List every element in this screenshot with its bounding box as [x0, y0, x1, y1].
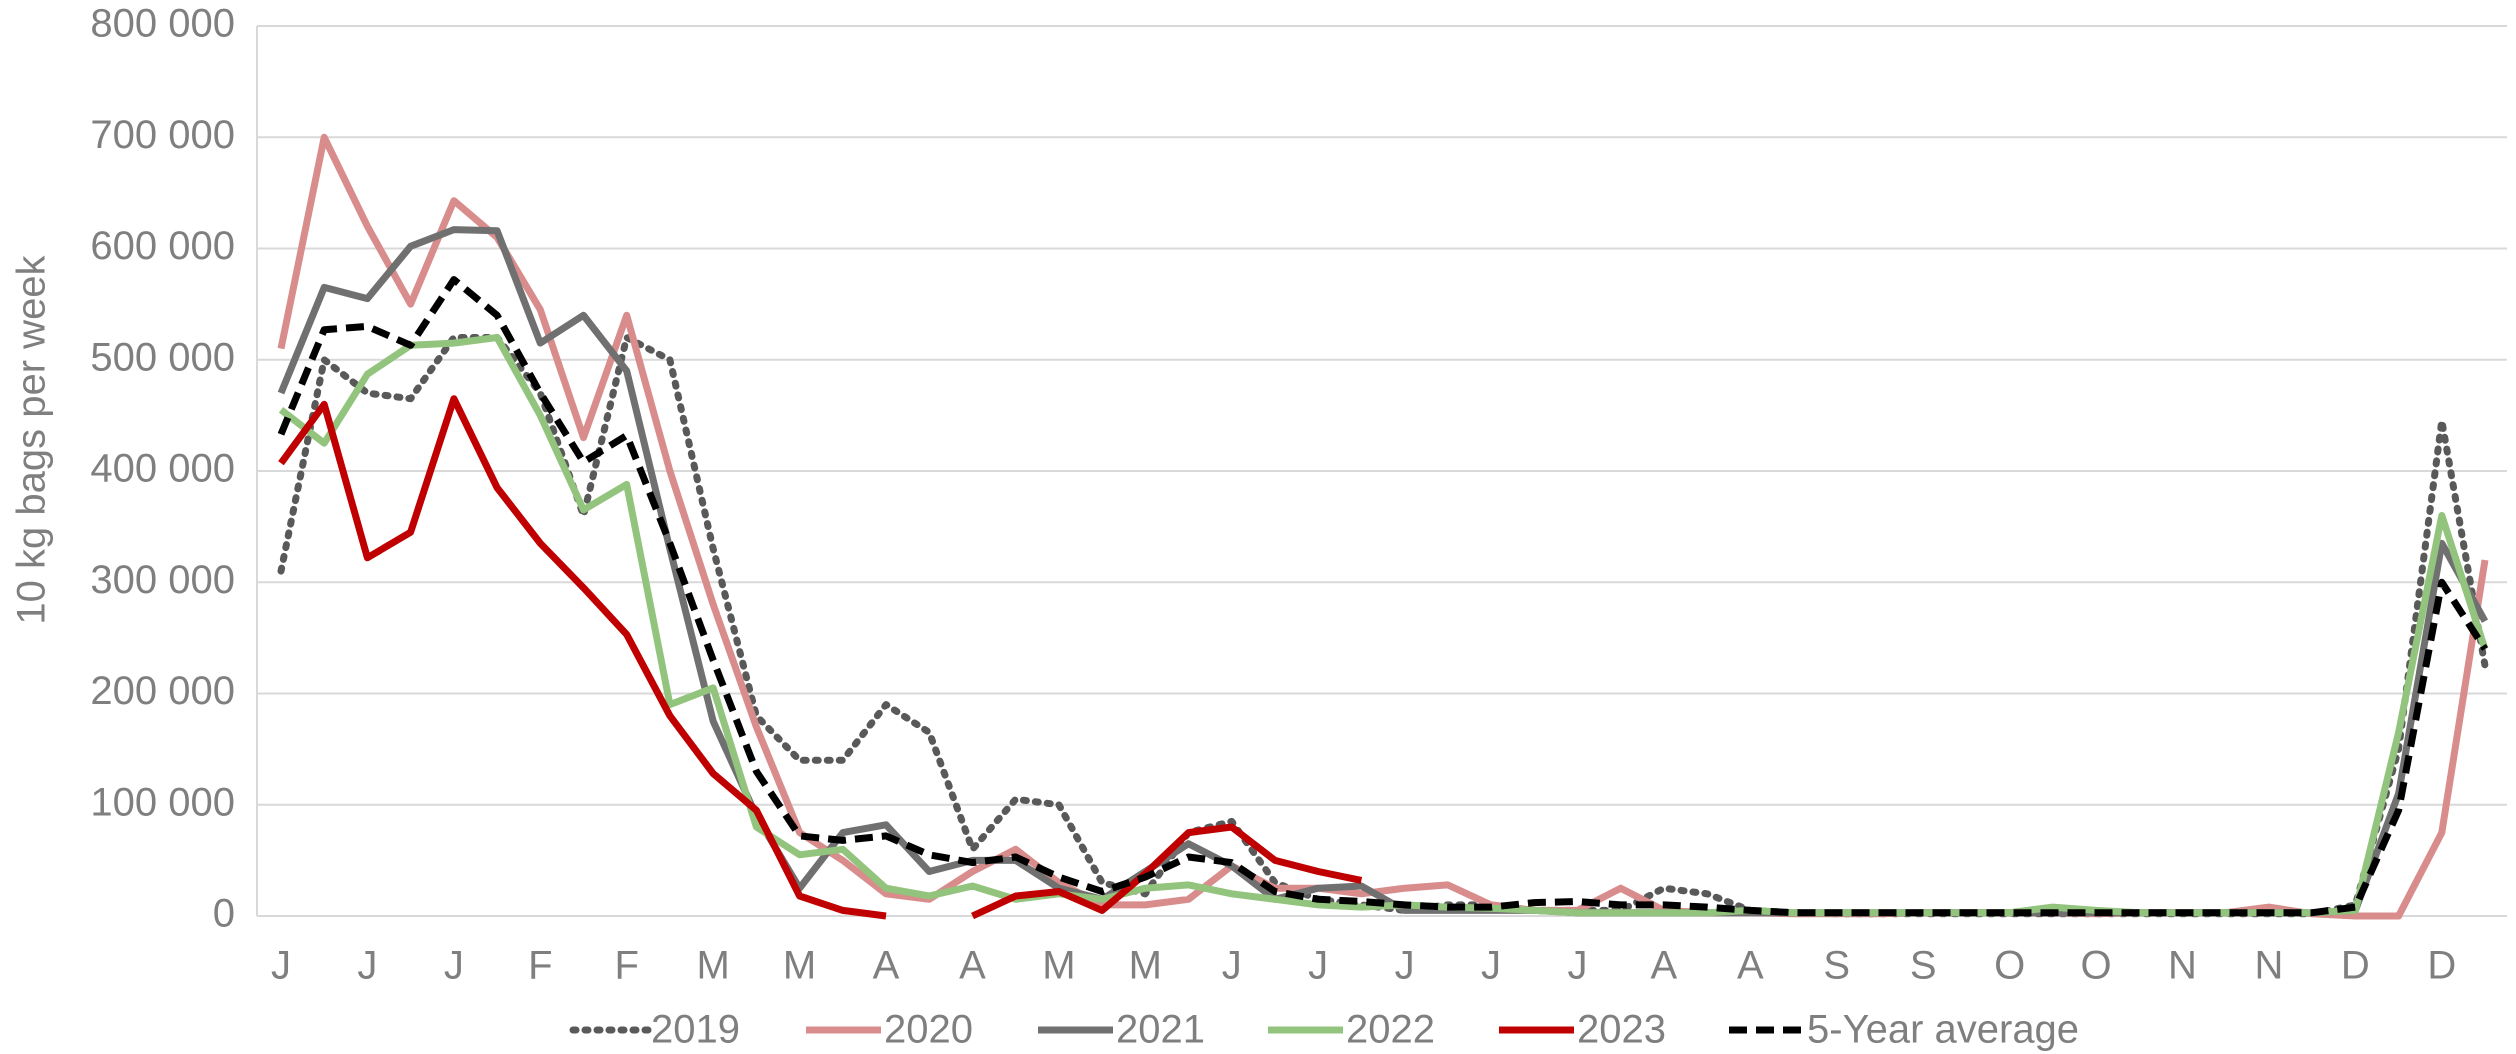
- y-tick-label: 400 000: [90, 447, 235, 491]
- series-line: [277, 276, 2488, 917]
- x-tick-label: S: [1910, 944, 1937, 988]
- legend-label: 2021: [1116, 1008, 1205, 1052]
- x-tick-label: J: [444, 944, 464, 988]
- y-tick-label: 300 000: [90, 558, 235, 602]
- x-tick-label: A: [959, 944, 986, 988]
- legend-label: 2022: [1346, 1008, 1435, 1052]
- legend-label: 2020: [884, 1008, 973, 1052]
- x-tick-label: J: [1395, 944, 1415, 988]
- x-tick-label: D: [2427, 944, 2456, 988]
- x-tick-label: N: [2168, 944, 2197, 988]
- x-tick-label: J: [357, 944, 377, 988]
- x-tick-label: A: [1651, 944, 1678, 988]
- x-tick-label: M: [696, 944, 729, 988]
- y-tick-label: 200 000: [90, 669, 235, 713]
- y-tick-label: 0: [213, 892, 235, 936]
- x-tick-label: O: [1994, 944, 2025, 988]
- x-tick-label: M: [1042, 944, 1075, 988]
- x-tick-label: F: [615, 944, 639, 988]
- legend-label: 2023: [1577, 1008, 1666, 1052]
- x-tick-label: A: [873, 944, 900, 988]
- y-tick-label: 500 000: [90, 335, 235, 379]
- legend-label: 2019: [651, 1008, 740, 1052]
- y-axis-label: 10 kg bags per week: [10, 254, 54, 624]
- y-tick-label: 800 000: [90, 2, 235, 46]
- x-tick-label: M: [783, 944, 816, 988]
- x-tick-label: O: [2080, 944, 2111, 988]
- x-tick-label: J: [1481, 944, 1501, 988]
- series-line: [277, 334, 2489, 918]
- series-line: [277, 133, 2489, 920]
- x-tick-label: J: [1222, 944, 1242, 988]
- x-tick-label: N: [2254, 944, 2283, 988]
- series-line: [278, 334, 2489, 917]
- x-tick-label: J: [271, 944, 291, 988]
- series-line: [277, 226, 2489, 917]
- x-tick-label: D: [2341, 944, 2370, 988]
- series-line: [278, 395, 1363, 920]
- y-tick-label: 600 000: [90, 224, 235, 268]
- x-tick-label: J: [1308, 944, 1328, 988]
- x-tick-label: S: [1823, 944, 1850, 988]
- x-tick-label: F: [528, 944, 552, 988]
- legend-label: 5-Year average: [1807, 1008, 2079, 1052]
- y-tick-label: 700 000: [90, 113, 235, 157]
- y-tick-label: 100 000: [90, 780, 235, 824]
- x-tick-label: A: [1737, 944, 1764, 988]
- x-tick-label: J: [1567, 944, 1587, 988]
- x-tick-label: M: [1129, 944, 1162, 988]
